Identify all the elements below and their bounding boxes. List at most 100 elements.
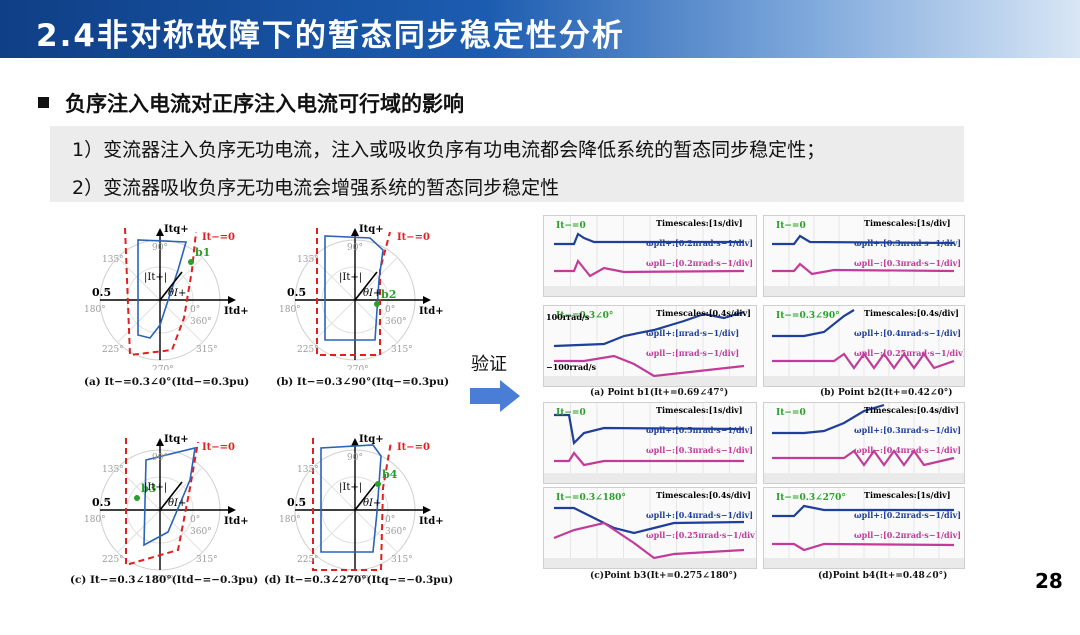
radius-label: 0.5 — [92, 286, 111, 299]
waveform-svg: It−=0.3∠90° Timescales:[0.4s/div] ωpll+:[0… — [764, 306, 964, 386]
current-vector — [159, 271, 183, 301]
polar-plot-c: b3 It−=0 Itq+ Itd+ |It+|θI+ 0.5 90° 135° 180° 225… — [84, 434, 249, 580]
operating-point-marker — [374, 301, 380, 307]
current-vector — [354, 481, 378, 511]
axis-q-label: Itq+ — [359, 224, 384, 235]
condition-label: It−=0 — [397, 232, 430, 243]
scale-positive-label: ωpll+:[0.4πrad·s−1/div] — [646, 510, 753, 520]
timescale-label: Timescales:[0.4s/div] — [656, 308, 751, 318]
page-title: 2.4非对称故障下的暂态同步稳定性分析 — [36, 18, 625, 54]
angle-tick-label: 180° — [279, 515, 301, 525]
radius-label: 0.5 — [287, 286, 306, 299]
status-strip — [544, 376, 756, 386]
angle-label: θI+ — [168, 498, 186, 509]
trace-positive — [772, 403, 885, 435]
angle-tick-label: 270° — [347, 365, 369, 370]
angle-label: θI+ — [363, 288, 381, 299]
angle-label: θI+ — [168, 288, 186, 299]
status-strip — [544, 286, 756, 296]
polar-plot-d: b4 It−=0 Itq+ Itd+ |It+|θI+ 0.5 90° 135° 180° 225… — [279, 434, 444, 580]
waveform-panel-7: It−=0.3∠180° Timescales:[0.4s/div] ωpll+:[… — [543, 487, 757, 569]
polar-caption-a: (a) It−=0.3∠0°(Itd−=0.3pu) — [84, 376, 250, 388]
angle-tick-label: 225° — [297, 555, 319, 565]
waveform-svg: It−=0 Timescales:[1s/div] ωpll+:[0.3πrad·s… — [764, 216, 964, 296]
status-strip — [764, 473, 964, 483]
vector-label: |It+| — [339, 482, 362, 493]
axis-q-label: Itq+ — [359, 434, 384, 445]
trace-negative — [554, 354, 745, 378]
axis-q-label: Itq+ — [164, 434, 189, 445]
verify-label: 验证 — [471, 354, 507, 375]
trace-positive — [554, 506, 745, 535]
trace-positive — [772, 504, 954, 518]
condition-label: It−=0 — [397, 442, 430, 453]
scale-negative-label: ωpll−:[0.3πrad·s−1/div] — [646, 445, 753, 455]
current-vector — [354, 271, 378, 301]
right-arrow-icon — [470, 380, 520, 412]
waveform-panel-5: It−=0 Timescales:[1s/div] ωpll+:[0.5πrad·s… — [543, 402, 757, 484]
angle-tick-label: 180° — [279, 305, 301, 315]
angle-tick-label: 90° — [347, 453, 363, 463]
trace-negative — [554, 258, 745, 278]
point-label: b3 — [141, 482, 156, 495]
condition-label: It−=0 — [776, 221, 806, 231]
waveform-svg: It−=0.3∠270° Timescales:[1s/div] ωpll+:[0.… — [764, 488, 964, 568]
angle-tick-label: 0° — [385, 305, 395, 315]
timescale-label: Timescales:[1s/div] — [656, 218, 743, 228]
feasible-region-curve — [137, 239, 188, 339]
header-bar: 2.4非对称故障下的暂态同步稳定性分析 — [0, 0, 1080, 58]
status-strip — [764, 376, 964, 386]
angle-tick-label: 270° — [152, 575, 174, 580]
condition-label: It−=0 — [776, 408, 806, 418]
angle-tick-label: 270° — [152, 365, 174, 370]
axis-d-label: Itd+ — [224, 516, 249, 527]
feasible-region-curve — [143, 446, 196, 547]
axis-d-arrow-icon — [423, 296, 431, 304]
operating-point-marker — [188, 259, 194, 265]
boundary-red-dashed — [125, 438, 199, 567]
angle-tick-label: 0° — [190, 515, 200, 525]
timescale-label: Timescales:[0.4s/div] — [864, 308, 959, 318]
radius-label: 0.5 — [287, 496, 306, 509]
axis-d-label: Itd+ — [419, 516, 444, 527]
polar-caption-c: (c) It−=0.3∠180°(Itd−=−0.3pu) — [70, 574, 259, 586]
angle-tick-label: 225° — [102, 345, 124, 355]
bullet-square-icon — [38, 97, 49, 108]
trace-negative — [772, 449, 955, 467]
condition-label: It−=0 — [556, 221, 586, 231]
operating-point-marker — [375, 481, 381, 487]
trace-positive — [553, 310, 745, 348]
waveform-panel-8: It−=0.3∠270° Timescales:[1s/div] ωpll+:[0.… — [763, 487, 965, 569]
axis-q-arrow-icon — [351, 228, 359, 236]
angle-tick-label: 0° — [385, 515, 395, 525]
condition-label: It−=0 — [556, 408, 586, 418]
scale-positive-label: ωpll+:[0.4πrad·s−1/div] — [854, 328, 961, 338]
point-label: b4 — [382, 468, 398, 481]
angle-tick-label: 90° — [347, 243, 363, 253]
condition-label: It−=0.3∠270° — [776, 493, 846, 503]
axis-d-label: Itd+ — [419, 306, 444, 317]
trace-negative — [553, 521, 745, 560]
scale-negative-label: ωpll−:[0.4πrad·s−1/div] — [854, 445, 961, 455]
vector-label: |It+| — [339, 272, 362, 283]
feasible-region-curve — [320, 444, 382, 553]
waveform-svg: It−=0 Timescales:[1s/div] ωpll+:[0.2πrad·s… — [544, 216, 756, 296]
waveform-caption-a: (a) Point b1(It+=0.69∠47°) — [590, 388, 729, 398]
ref-label-top: 100rrad/s — [546, 312, 590, 322]
angle-tick-label: 135° — [297, 465, 319, 475]
vector-label: |It+| — [144, 482, 167, 493]
axis-q-arrow-icon — [156, 438, 164, 446]
angle-tick-label: 180° — [84, 305, 106, 315]
angle-tick-label: 180° — [84, 515, 106, 525]
scale-positive-label: ωpll+:[0.3πrad·s−1/div] — [854, 425, 961, 435]
angle-tick-label: 0° — [190, 305, 200, 315]
timescale-label: Timescales:[0.4s/div] — [864, 405, 959, 415]
angle-tick-label: 360° — [385, 317, 407, 327]
waveform-caption-c: (c)Point b3(It+=0.275∠180°) — [590, 571, 738, 581]
waveform-svg: It−=0.3∠0° Timescales:[0.4s/div] ωpll+:[πr… — [544, 306, 756, 386]
trace-negative — [772, 262, 955, 276]
angle-label: θI+ — [363, 498, 381, 509]
angle-tick-label: 225° — [297, 345, 319, 355]
angle-tick-label: 225° — [102, 555, 124, 565]
scale-positive-label: ωpll+:[0.3πrad·s−1/div] — [854, 238, 961, 248]
